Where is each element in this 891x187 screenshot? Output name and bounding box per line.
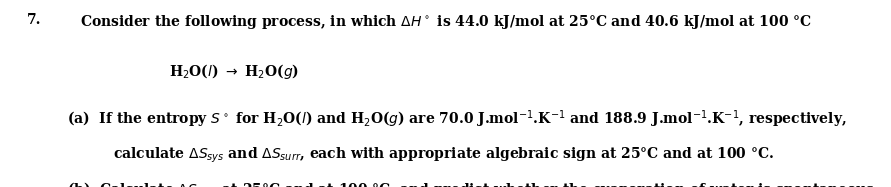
- Text: H$_2$O($\mathit{l}$) $\rightarrow$ H$_2$O($\mathit{g}$): H$_2$O($\mathit{l}$) $\rightarrow$ H$_2$…: [169, 62, 299, 81]
- Text: Consider the following process, in which $\mathit{\Delta H^\circ}$ is 44.0 kJ/mo: Consider the following process, in which…: [80, 13, 812, 31]
- Text: (a)  If the entropy $\mathit{S^\circ}$ for H$_2$O($\mathit{l}$) and H$_2$O($\mat: (a) If the entropy $\mathit{S^\circ}$ fo…: [67, 108, 846, 130]
- Text: (b)  Calculate $\Delta \mathit{S}_{univ}$ at 25°C and at 100 °C, and predict whe: (b) Calculate $\Delta \mathit{S}_{univ}$…: [67, 180, 875, 187]
- Text: calculate $\Delta \mathit{S}_{sys}$ and $\Delta \mathit{S}_{surr}$, each with ap: calculate $\Delta \mathit{S}_{sys}$ and …: [113, 146, 774, 165]
- Text: 7.: 7.: [27, 13, 41, 27]
